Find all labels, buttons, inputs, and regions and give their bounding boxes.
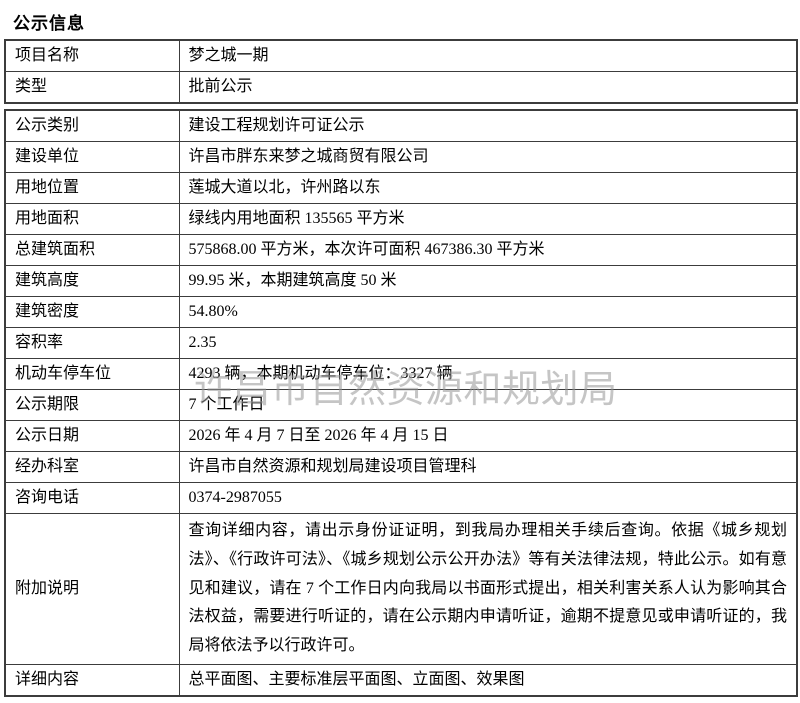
notice-page: { "page": { "title": "公示信息" }, "watermar…	[0, 9, 800, 703]
row-value: 2.35	[178, 327, 798, 359]
row-value: 绿线内用地面积 135565 平方米	[178, 203, 798, 235]
row-value: 查询详细内容，请出示身份证证明，到我局办理相关手续后查询。依据《城乡规划法》、《…	[178, 513, 798, 665]
table-row: 详细内容 总平面图、主要标准层平面图、立面图、效果图	[4, 663, 798, 697]
table-row: 附加说明 查询详细内容，请出示身份证证明，到我局办理相关手续后查询。依据《城乡规划…	[4, 513, 798, 665]
row-label: 公示期限	[4, 389, 180, 421]
row-label: 附加说明	[4, 513, 180, 665]
row-value: 0374-2987055	[178, 482, 798, 514]
table-row: 类型 批前公示	[4, 71, 798, 104]
row-value: 4293 辆，本期机动车停车位：3327 辆	[178, 358, 798, 390]
row-value: 许昌市自然资源和规划局建设项目管理科	[178, 451, 798, 483]
row-label: 用地面积	[4, 203, 180, 235]
info-table-top: 项目名称 梦之城一期 类型 批前公示	[4, 39, 798, 104]
row-value: 54.80%	[178, 296, 798, 328]
row-label: 经办科室	[4, 451, 180, 483]
row-value: 99.95 米，本期建筑高度 50 米	[178, 265, 798, 297]
row-value: 总平面图、主要标准层平面图、立面图、效果图	[178, 663, 798, 697]
table-row: 公示期限 7 个工作日	[4, 389, 798, 421]
table-row: 用地面积 绿线内用地面积 135565 平方米	[4, 203, 798, 235]
row-label: 机动车停车位	[4, 358, 180, 390]
row-label: 公示日期	[4, 420, 180, 452]
row-label: 建筑高度	[4, 265, 180, 297]
row-label: 容积率	[4, 327, 180, 359]
table-row: 建筑高度 99.95 米，本期建筑高度 50 米	[4, 265, 798, 297]
row-label: 详细内容	[4, 663, 180, 697]
table-row: 项目名称 梦之城一期	[4, 39, 798, 72]
table-row: 建设单位 许昌市胖东来梦之城商贸有限公司	[4, 141, 798, 173]
table-row: 公示类别 建设工程规划许可证公示	[4, 109, 798, 142]
table-row: 机动车停车位 4293 辆，本期机动车停车位：3327 辆	[4, 358, 798, 390]
row-value: 批前公示	[178, 71, 798, 104]
row-value: 许昌市胖东来梦之城商贸有限公司	[178, 141, 798, 173]
row-value: 7 个工作日	[178, 389, 798, 421]
table-row: 建筑密度 54.80%	[4, 296, 798, 328]
row-value: 莲城大道以北，许州路以东	[178, 172, 798, 204]
table-row: 用地位置 莲城大道以北，许州路以东	[4, 172, 798, 204]
row-label: 类型	[4, 71, 180, 104]
row-label: 总建筑面积	[4, 234, 180, 266]
page-title: 公示信息	[13, 14, 85, 33]
row-label: 公示类别	[4, 109, 180, 142]
row-value: 建设工程规划许可证公示	[178, 109, 798, 142]
row-label: 建筑密度	[4, 296, 180, 328]
row-label: 建设单位	[4, 141, 180, 173]
table-row: 经办科室 许昌市自然资源和规划局建设项目管理科	[4, 451, 798, 483]
row-label: 项目名称	[4, 39, 180, 72]
row-label: 用地位置	[4, 172, 180, 204]
table-row: 容积率 2.35	[4, 327, 798, 359]
row-value: 575868.00 平方米，本次许可面积 467386.30 平方米	[178, 234, 798, 266]
table-row: 咨询电话 0374-2987055	[4, 482, 798, 514]
table-row: 总建筑面积 575868.00 平方米，本次许可面积 467386.30 平方米	[4, 234, 798, 266]
row-label: 咨询电话	[4, 482, 180, 514]
row-value: 梦之城一期	[178, 39, 798, 72]
table-row: 公示日期 2026 年 4 月 7 日至 2026 年 4 月 15 日	[4, 420, 798, 452]
info-table-main: 公示类别 建设工程规划许可证公示 建设单位 许昌市胖东来梦之城商贸有限公司 用地位置 莲城…	[4, 109, 798, 697]
row-value: 2026 年 4 月 7 日至 2026 年 4 月 15 日	[178, 420, 798, 452]
